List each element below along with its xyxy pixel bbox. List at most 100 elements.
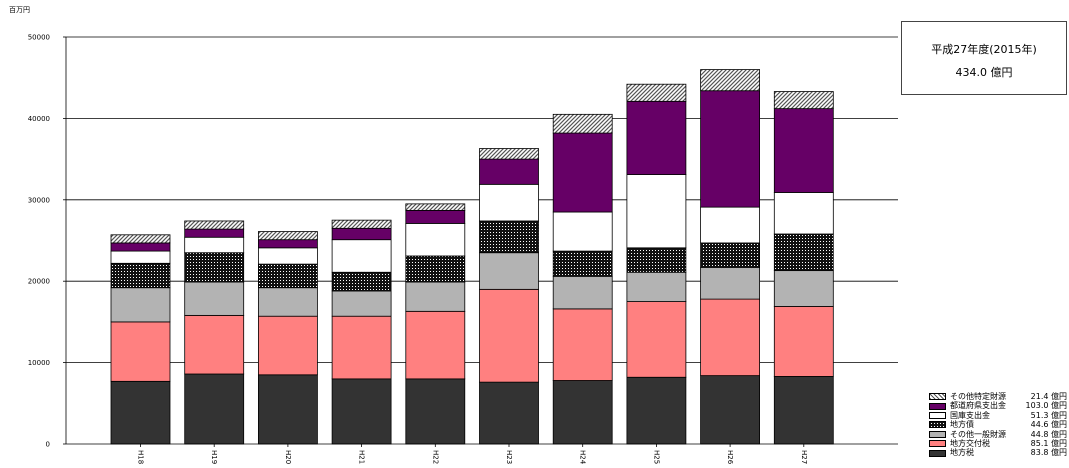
x-tick-label: H27	[800, 450, 808, 464]
legend-label: 地方税	[950, 448, 974, 458]
bar-segment	[700, 266, 760, 300]
bar-segment	[626, 271, 687, 302]
bar-segment	[110, 287, 171, 323]
legend-item: 都道府県支出金 103.0 億円	[929, 401, 1067, 410]
x-tick-label: H19	[210, 450, 218, 464]
bar-segment	[184, 281, 245, 316]
bar-segment	[184, 252, 245, 283]
bar-segment	[626, 174, 687, 249]
legend-label: その他一般財源	[950, 429, 1006, 439]
bar-segment	[110, 234, 171, 244]
bar-segment	[110, 262, 171, 289]
bar-segment	[257, 315, 318, 376]
bar-segment	[405, 378, 466, 445]
bar-segment	[700, 90, 760, 208]
legend-value: 85.1 億円	[1030, 438, 1067, 448]
legend-value: 21.4 億円	[1030, 392, 1067, 401]
x-tick-label: H18	[137, 450, 145, 464]
y-tick-label: 30000	[28, 196, 50, 204]
y-tick-label: 0	[46, 441, 50, 449]
x-tick-label: H21	[358, 450, 366, 464]
bar-segment	[773, 192, 834, 235]
x-tick-label: H22	[431, 450, 439, 464]
bar-segment	[110, 380, 171, 445]
legend-swatch	[929, 440, 946, 448]
bar-segment	[626, 247, 687, 273]
bar-segment	[257, 239, 318, 249]
bar-segment	[773, 108, 834, 193]
bar-segment	[110, 250, 171, 264]
y-tick-label: 10000	[28, 359, 50, 367]
bar-segment	[552, 250, 613, 277]
bar-segment	[110, 321, 171, 382]
bar-segment	[405, 310, 466, 380]
bar-segment	[773, 306, 834, 377]
legend-value: 44.6 億円	[1030, 420, 1067, 430]
x-tick-label: H25	[652, 450, 660, 464]
bar-segment	[552, 211, 613, 252]
bar-segment	[257, 231, 318, 241]
legend-item: 地方債 44.6 億円	[929, 420, 1067, 429]
y-tick-label: 50000	[28, 34, 50, 42]
bar-segment	[479, 158, 539, 185]
legend-label: 都道府県支出金	[950, 401, 1006, 411]
legend-value: 83.8 億円	[1030, 448, 1067, 458]
bar-segment	[700, 375, 760, 445]
bar-segment	[184, 228, 245, 238]
legend-item: 地方交付税 85.1 億円	[929, 439, 1067, 448]
legend-item: その他特定財源 21.4 億円	[929, 392, 1067, 401]
legend-value: 51.3 億円	[1030, 410, 1067, 420]
bar-segment	[773, 233, 834, 272]
bar-segment	[331, 219, 392, 229]
legend-label: 地方債	[950, 420, 974, 430]
bar-segment	[257, 287, 318, 317]
summary-box: 平成27年度(2015年) 434.0 億円	[901, 21, 1067, 95]
summary-total: 434.0 億円	[955, 66, 1013, 79]
bar-segment	[700, 206, 760, 244]
x-tick-label: H20	[284, 450, 292, 464]
bar-segment	[479, 252, 539, 290]
bar-segment	[405, 209, 466, 224]
bar-segment	[773, 270, 834, 307]
bar-segment	[257, 374, 318, 445]
legend-item: 地方税 83.8 億円	[929, 448, 1067, 457]
stacked-bar-chart: 百万円 0 10000 20000 30000 40000 50000 H18 H19 H20 H…	[9, 6, 898, 465]
summary-period: 平成27年度(2015年)	[931, 43, 1037, 56]
bar-segment	[405, 223, 466, 257]
legend-label: 地方交付税	[950, 438, 990, 448]
legend-swatch	[929, 393, 946, 401]
bar-segment	[405, 281, 466, 312]
axes: 0 10000 20000 30000 40000 50000 H18 H19 H20 H21 H2…	[28, 34, 898, 465]
bar-segment	[700, 298, 760, 377]
bar-segment	[700, 69, 760, 92]
legend-swatch	[929, 411, 946, 419]
unit-label: 百万円	[9, 6, 30, 14]
legend-swatch	[929, 421, 946, 429]
bar-segment	[552, 113, 613, 134]
legend-label: 国庫支出金	[950, 410, 990, 420]
bar-segment	[552, 132, 613, 213]
bar-segment	[257, 263, 318, 289]
bars	[110, 69, 834, 445]
legend-swatch	[929, 449, 946, 457]
y-tick-label: 20000	[28, 278, 50, 286]
x-tick-label: H26	[726, 450, 734, 465]
bar-segment	[405, 203, 466, 211]
bar-segment	[626, 301, 687, 378]
legend-item: その他一般財源 44.8 億円	[929, 430, 1067, 439]
bar-segment	[331, 239, 392, 273]
bar-segment	[626, 83, 687, 102]
legend: その他特定財源 21.4 億円 都道府県支出金 103.0 億円 国庫支出金 51.3 億…	[929, 392, 1067, 458]
bar-segment	[331, 315, 392, 380]
bar-segment	[479, 288, 539, 383]
x-tick-label: H24	[579, 450, 587, 465]
bar-segment	[405, 255, 466, 283]
legend-swatch	[929, 402, 946, 410]
bar-segment	[184, 373, 245, 445]
bar-segment	[479, 183, 539, 222]
legend-swatch	[929, 430, 946, 438]
bar-segment	[626, 376, 687, 445]
bar-segment	[552, 380, 613, 445]
bar-segment	[479, 381, 539, 445]
legend-value: 44.8 億円	[1030, 429, 1067, 439]
